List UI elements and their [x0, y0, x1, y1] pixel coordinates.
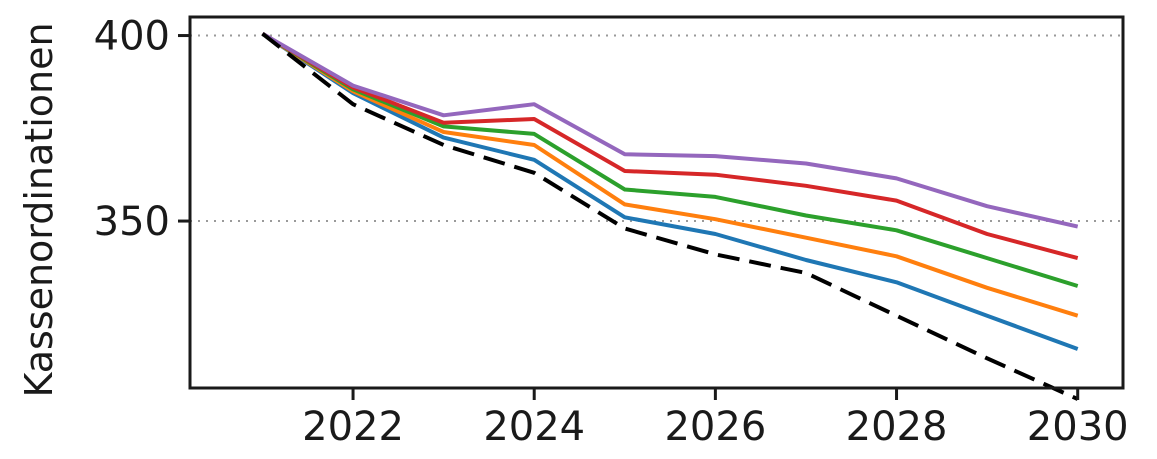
series-line — [261, 31, 1079, 229]
x-tick-label: 2030 — [1027, 404, 1129, 450]
series-line — [261, 32, 1079, 318]
y-axis-label: Kassenordinationen — [17, 22, 61, 397]
y-axis: 350 400 — [94, 14, 190, 245]
series-line — [261, 32, 1079, 351]
x-tick-label: 2028 — [846, 404, 948, 450]
series-line — [261, 31, 1079, 288]
plot-frame — [188, 15, 1125, 390]
x-tick-label: 2026 — [664, 404, 766, 450]
series-line-dashed — [261, 32, 1079, 401]
x-axis: 2022 2024 2026 2028 2030 — [302, 388, 1129, 450]
series-line — [261, 31, 1079, 261]
series-layer — [261, 31, 1079, 401]
x-tick-label: 2024 — [483, 404, 585, 450]
x-tick-label: 2022 — [302, 404, 404, 450]
y-tick-label: 400 — [94, 14, 170, 60]
grid-layer — [190, 34, 1123, 223]
y-tick-label: 350 — [94, 199, 170, 245]
